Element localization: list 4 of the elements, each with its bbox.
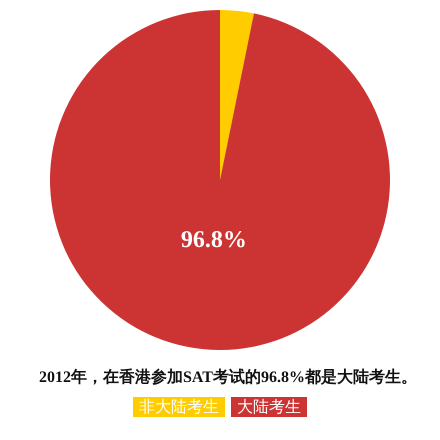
data-label: 96.8% — [180, 227, 247, 254]
text: 2012年，在香港参加SAT考试的96.8%都是大陆考生。 — [39, 368, 417, 386]
legend-label: 非大陆考生 — [139, 397, 219, 416]
legend-label: 大陆考生 — [237, 397, 301, 416]
